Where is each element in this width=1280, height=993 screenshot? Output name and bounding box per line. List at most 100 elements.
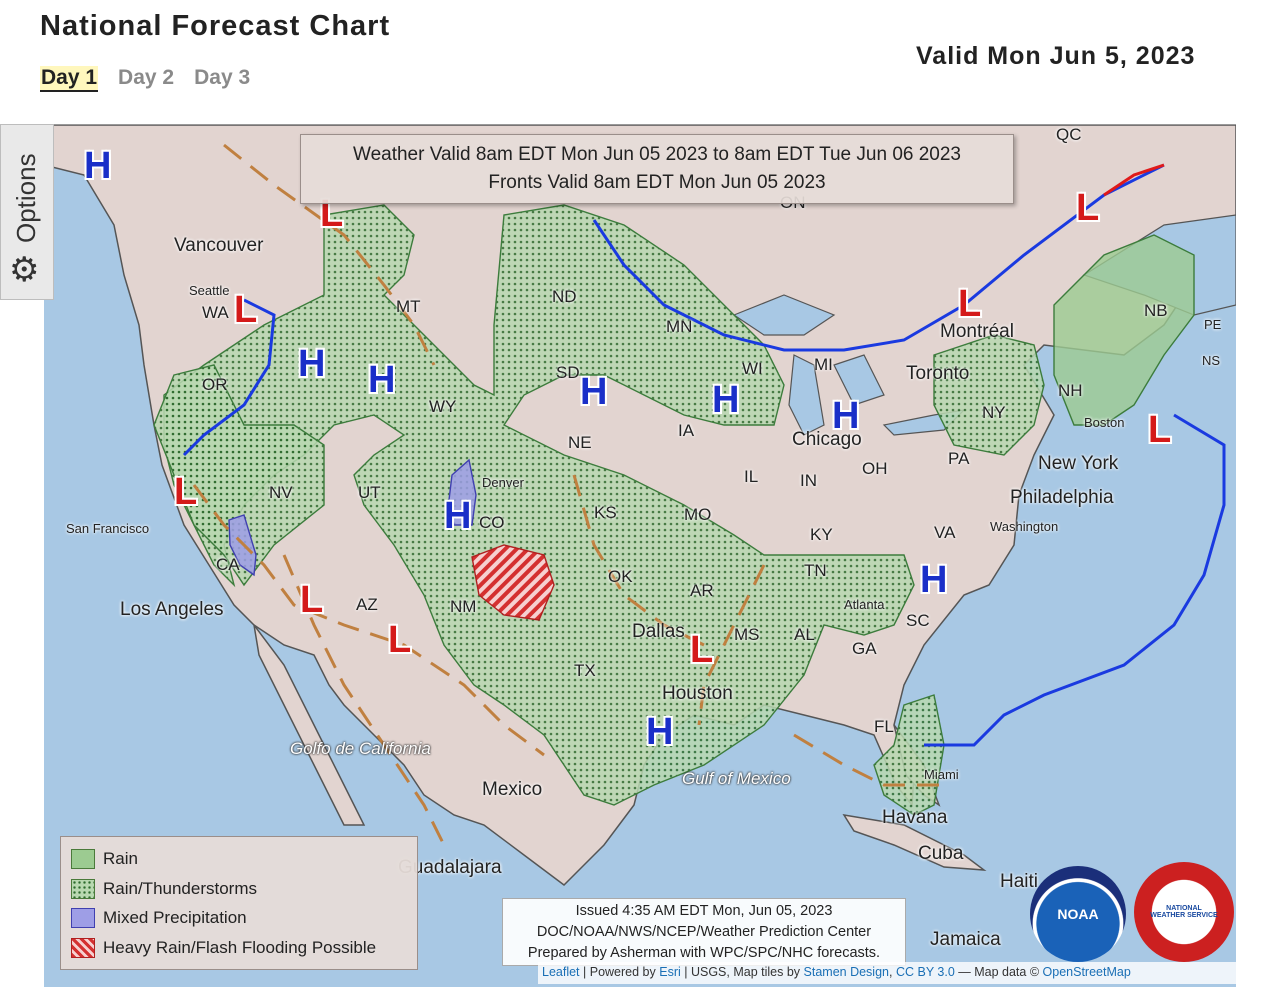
- great-lakes: [732, 294, 966, 436]
- place-philadelphia: Philadelphia: [1010, 487, 1114, 508]
- place-jamaica: Jamaica: [930, 929, 1001, 950]
- high-pressure-center-iowa: H: [712, 379, 740, 421]
- place-guadalajara: Guadalajara: [398, 857, 502, 878]
- high-pressure-center-michigan: H: [832, 395, 860, 437]
- place-nd: ND: [552, 287, 577, 306]
- legend-label-rain: Rain: [103, 849, 138, 868]
- legend-item-thunderstorms: Rain/Thunderstorms: [71, 877, 257, 901]
- esri-link[interactable]: Esri: [659, 965, 681, 979]
- osm-link[interactable]: OpenStreetMap: [1042, 965, 1131, 979]
- noaa-logo[interactable]: NOAA: [1030, 866, 1126, 962]
- place-los-angeles: Los Angeles: [120, 599, 224, 620]
- place-cuba: Cuba: [918, 843, 964, 864]
- place-mexico: Mexico: [482, 779, 543, 800]
- place-tn: TN: [804, 561, 827, 580]
- low-pressure-center-arizona: L: [300, 579, 324, 621]
- low-pressure-center-california: L: [174, 471, 198, 513]
- tab-day-3[interactable]: Day 3: [194, 66, 251, 89]
- nws-logo[interactable]: NATIONAL WEATHER SERVICE: [1134, 862, 1234, 962]
- place-al: AL: [794, 625, 815, 644]
- place-ny: NY: [982, 403, 1006, 422]
- low-pressure-center-washington: L: [234, 289, 258, 331]
- place-nm: NM: [450, 597, 477, 616]
- high-pressure-center-colorado: H: [444, 495, 472, 537]
- cc-link[interactable]: CC BY 3.0: [895, 965, 955, 979]
- options-panel-toggle[interactable]: Options ⚙: [0, 124, 54, 300]
- day-tabs: Day 1 Day 2 Day 3: [40, 66, 250, 92]
- high-pressure-center-montana: H: [368, 359, 396, 401]
- place-gulf-of-mexico: Gulf of Mexico: [682, 769, 791, 788]
- place-pe: PE: [1204, 317, 1222, 332]
- place-boston: Boston: [1084, 415, 1125, 430]
- place-miami: Miami: [924, 767, 959, 782]
- place-ga: GA: [852, 639, 877, 658]
- high-pressure-center-dakotas: H: [580, 371, 608, 413]
- place-houston: Houston: [662, 683, 733, 704]
- place-atlanta: Atlanta: [844, 597, 885, 612]
- leaflet-link[interactable]: Leaflet: [542, 965, 580, 979]
- thunderstorm-swatch: [71, 879, 95, 899]
- legend-label-thunderstorms: Rain/Thunderstorms: [103, 879, 258, 898]
- place-haiti: Haiti: [1000, 871, 1039, 892]
- nws-logo-text: NATIONAL WEATHER SERVICE: [1150, 905, 1218, 919]
- place-in: IN: [800, 471, 817, 490]
- rain-thunderstorm-area-west: [153, 364, 325, 587]
- low-pressure-center-quebec: L: [1076, 187, 1100, 229]
- stamen-link[interactable]: Stamen Design: [803, 965, 889, 979]
- rain-thunderstorm-area: [163, 204, 915, 806]
- baja-california: [253, 624, 366, 826]
- valid-date: Valid Mon Jun 5, 2023: [916, 42, 1196, 70]
- place-ut: UT: [358, 483, 381, 502]
- place-az: AZ: [356, 595, 378, 614]
- tab-day-1[interactable]: Day 1: [40, 66, 99, 92]
- trough-line-plains: [572, 474, 705, 647]
- noaa-logo-text: NOAA: [1057, 906, 1099, 922]
- place-ia: IA: [678, 421, 695, 440]
- place-ca: CA: [216, 555, 240, 574]
- place-chicago: Chicago: [792, 429, 862, 450]
- tab-day-2[interactable]: Day 2: [118, 66, 175, 89]
- low-pressure-center-ontario: L: [958, 283, 982, 325]
- place-toronto: Toronto: [906, 363, 970, 384]
- place-ky: KY: [810, 525, 833, 544]
- place-mn: MN: [666, 317, 693, 336]
- place-nb: NB: [1144, 301, 1168, 320]
- place-mi: MI: [814, 355, 833, 374]
- low-pressure-center-mexico: L: [388, 619, 412, 661]
- legend-item-rain: Rain: [71, 847, 138, 871]
- place-ok: OK: [608, 567, 633, 586]
- rain-thunderstorm-area-northeast: [933, 334, 1045, 456]
- place-ms: MS: [734, 625, 760, 644]
- forecast-map[interactable]: Vancouver Seattle WA OR MT WY NV UT CO D…: [44, 124, 1236, 987]
- cold-front-west: [182, 298, 276, 457]
- issued-info: Issued 4:35 AM EDT Mon, Jun 05, 2023 DOC…: [502, 898, 906, 966]
- place-san-francisco: San Francisco: [66, 521, 150, 536]
- cuba: [842, 813, 987, 871]
- place-qc: QC: [1056, 125, 1082, 144]
- options-label: Options: [11, 153, 41, 243]
- place-il: IL: [744, 467, 759, 486]
- high-pressure-center-carolinas: H: [920, 559, 948, 601]
- attribution-data: — Map data ©: [958, 965, 1040, 979]
- place-seattle: Seattle: [189, 283, 230, 298]
- gear-icon[interactable]: ⚙: [9, 251, 40, 289]
- place-denver: Denver: [482, 475, 524, 490]
- place-sc: SC: [906, 611, 930, 630]
- place-sd: SD: [556, 363, 580, 382]
- place-ks: KS: [594, 503, 617, 522]
- place-vancouver: Vancouver: [174, 235, 264, 256]
- place-new-york: New York: [1038, 453, 1119, 474]
- rain-swatch: [71, 849, 95, 869]
- valid-time-weather: Weather Valid 8am EDT Mon Jun 05 2023 to…: [352, 144, 961, 165]
- map-canvas: [44, 125, 1236, 886]
- valid-time-box: Weather Valid 8am EDT Mon Jun 05 2023 to…: [300, 134, 1014, 204]
- place-nh: NH: [1058, 381, 1083, 400]
- issued-time: Issued 4:35 AM EDT Mon, Jun 05, 2023: [575, 903, 833, 919]
- high-pressure-center-bc: H: [84, 145, 112, 187]
- place-golfo-de-california: Golfo de California: [290, 739, 431, 758]
- place-tx: TX: [574, 661, 596, 680]
- low-pressure-center-louisiana: L: [690, 629, 714, 671]
- place-oh: OH: [862, 459, 888, 478]
- place-wa: WA: [202, 303, 229, 322]
- warm-front-segment: [1103, 163, 1165, 197]
